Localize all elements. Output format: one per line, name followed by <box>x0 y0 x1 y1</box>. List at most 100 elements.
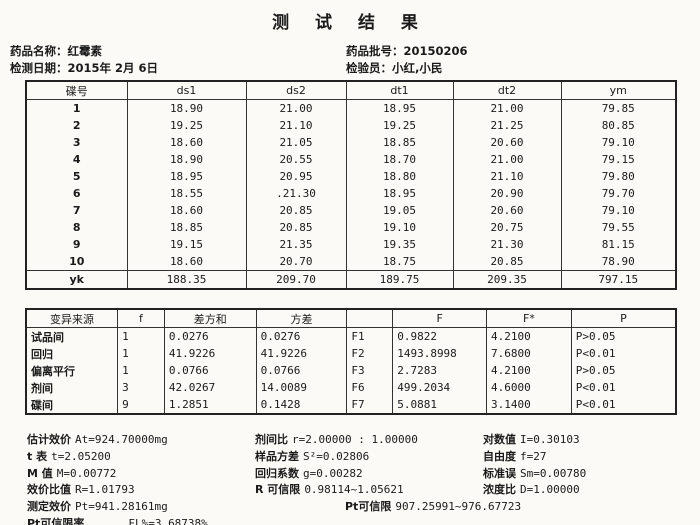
table-cell: F* <box>486 309 572 328</box>
anova-row: 回归 1 41.9226 41.9226 F2 1493.8998 7.6800 P<0.01 <box>25 345 677 362</box>
stat-item: R 可信限 0.98114~1.05621 <box>255 481 404 497</box>
stat-label: M 值 <box>27 466 53 480</box>
table-cell: 499.2034 <box>392 379 488 396</box>
table-cell: yk <box>25 270 128 289</box>
stat-label: 效价比值 <box>27 483 71 497</box>
stat-value: FL%=3.68738% <box>128 517 208 525</box>
table-cell: dt2 <box>452 81 562 100</box>
table-cell: 79.70 <box>560 185 677 202</box>
stat-item: 估计效价 At=924.70000mg <box>27 431 168 447</box>
stat-value: D=1.00000 <box>520 483 580 497</box>
table-cell: 19.25 <box>345 117 454 134</box>
stat-value: I=0.30103 <box>520 433 580 446</box>
table-cell: F3 <box>346 362 394 379</box>
table-cell: 209.70 <box>245 270 347 289</box>
stat-value: r=2.00000 : 1.00000 <box>292 433 418 446</box>
table-cell: 变异来源 <box>25 309 119 328</box>
table-row: 3 18.60 21.05 18.85 20.60 79.10 <box>25 134 677 151</box>
table-cell: 79.80 <box>560 168 677 185</box>
stat-label: 样品方差 <box>255 449 299 463</box>
table-cell: 20.85 <box>245 219 347 236</box>
table-cell: 4 <box>25 151 128 168</box>
table-cell: 20.85 <box>245 202 347 219</box>
table-cell: 0.0766 <box>163 362 257 379</box>
table-cell: 1 <box>117 362 165 379</box>
table-cell: 21.00 <box>452 99 562 117</box>
table-cell: 1 <box>117 345 165 362</box>
table-cell: 18.85 <box>345 134 454 151</box>
table-cell: 1493.8998 <box>392 345 488 362</box>
batch-value: 20150206 <box>403 44 468 58</box>
anova-table: 变异来源 f 差方和 方差 F F* P 试品间 1 0.0276 0.0276 F1 0.9822 4.… <box>25 308 677 415</box>
table-cell: P<0.01 <box>570 379 677 396</box>
stat-item: Pt可信限 907.25991~976.67723 <box>345 498 521 514</box>
table-cell: 209.35 <box>452 270 562 289</box>
table-cell: 18.55 <box>126 185 247 202</box>
table-cell: P>0.05 <box>570 327 677 345</box>
table-cell: 79.10 <box>560 202 677 219</box>
table-cell: 42.0267 <box>163 379 257 396</box>
stat-item: 剂间比 r=2.00000 : 1.00000 <box>255 431 418 447</box>
table-cell: .21.30 <box>245 185 347 202</box>
stat-label: R 可信限 <box>255 483 301 497</box>
table-cell: 18.85 <box>126 219 247 236</box>
table-cell: 18.95 <box>345 99 454 117</box>
table-cell: 3 <box>25 134 128 151</box>
table-cell: 7 <box>25 202 128 219</box>
table-cell: 2 <box>25 117 128 134</box>
table-row: 10 18.60 20.70 18.75 20.85 78.90 <box>25 253 677 271</box>
table-cell: 20.90 <box>452 185 562 202</box>
stat-item: t 表 t=2.05200 <box>27 448 111 464</box>
table-cell: 1.2851 <box>163 396 257 414</box>
table-cell: 4.2100 <box>486 327 572 345</box>
table-cell: 20.60 <box>452 134 562 151</box>
table-cell: 18.95 <box>126 168 247 185</box>
table-cell: 4.2100 <box>486 362 572 379</box>
table-cell: 21.10 <box>245 117 347 134</box>
stat-item: 标准误 Sm=0.00780 <box>483 465 586 481</box>
stat-label: 剂间比 <box>255 433 288 446</box>
table-cell: ds2 <box>245 81 347 100</box>
stat-label: 对数值 <box>483 433 516 446</box>
table-row: 5 18.95 20.95 18.80 21.10 79.80 <box>25 168 677 185</box>
table-cell: 21.30 <box>452 236 562 253</box>
table-cell: 19.05 <box>345 202 454 219</box>
inspector-label: 检验员： <box>346 61 392 75</box>
stat-item: 对数值 I=0.30103 <box>483 431 580 447</box>
table-cell: F1 <box>346 327 394 345</box>
table-cell: 9 <box>117 396 165 414</box>
table-cell: 4.6000 <box>486 379 572 396</box>
table-cell: 10 <box>25 253 128 271</box>
table-row: 9 19.15 21.35 19.35 21.30 81.15 <box>25 236 677 253</box>
test-date: 检测日期：2015年 2月 6日 <box>10 60 158 76</box>
table-cell: 9 <box>25 236 128 253</box>
table-cell: 81.15 <box>560 236 677 253</box>
table-cell: 20.55 <box>245 151 347 168</box>
table-cell: 18.80 <box>345 168 454 185</box>
table-cell: 78.90 <box>560 253 677 271</box>
stat-label: Pt可信限率 <box>27 517 85 525</box>
table-cell: 方差 <box>255 309 348 328</box>
table-cell: 18.90 <box>126 151 247 168</box>
table-sum-row: yk 188.35 209.70 189.75 209.35 797.15 <box>25 270 677 289</box>
stat-label: 测定效价 <box>27 500 71 514</box>
test-date-value: 2015年 2月 6日 <box>67 61 159 75</box>
table-header-row: 碟号 ds1 ds2 dt1 dt2 ym <box>25 81 677 100</box>
drug-name: 药品名称：红霉素 <box>10 43 102 59</box>
stat-label: 标准误 <box>483 466 516 480</box>
table-cell: 20.60 <box>452 202 562 219</box>
stat-label: t 表 <box>27 449 48 463</box>
table-cell: 1 <box>117 327 165 345</box>
table-cell: 5 <box>25 168 128 185</box>
table-cell: 21.10 <box>452 168 562 185</box>
table-cell: ym <box>560 81 677 100</box>
stat-label: 浓度比 <box>483 483 516 497</box>
table-cell: 20.75 <box>452 219 562 236</box>
stat-value: At=924.70000mg <box>75 433 168 446</box>
table-cell: 回归 <box>25 345 119 362</box>
table-cell: 18.60 <box>126 134 247 151</box>
table-cell: F <box>392 309 488 328</box>
table-cell: 79.55 <box>560 219 677 236</box>
table-row: 1 18.90 21.00 18.95 21.00 79.85 <box>25 99 677 117</box>
table-cell: 41.9226 <box>255 345 348 362</box>
